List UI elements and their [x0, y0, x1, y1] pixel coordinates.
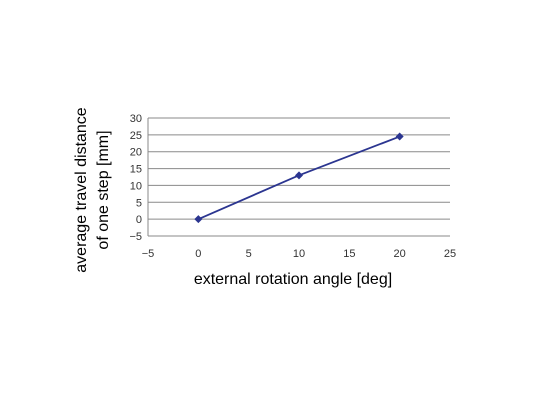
- y-tick-label: 15: [130, 164, 142, 176]
- y-axis-title-line-1: average travel distance: [73, 107, 90, 273]
- series-group: [194, 132, 404, 224]
- x-tick-label: 5: [246, 248, 252, 260]
- x-tick-label: 10: [293, 248, 305, 260]
- y-tick-labels: −5 0 5 10 15 20 25 30: [129, 113, 142, 243]
- y-tick-label: 25: [130, 130, 142, 142]
- x-tick-label: 15: [343, 248, 355, 260]
- x-tick-labels: −5 0 5 10 15 20 25: [142, 248, 456, 260]
- x-tick-label: 0: [195, 248, 201, 260]
- y-tick-label: 20: [130, 147, 142, 159]
- y-tick-label: 5: [136, 197, 142, 209]
- y-tick-label: 30: [130, 113, 142, 125]
- x-tick-label: 25: [444, 248, 456, 260]
- x-tick-label: −5: [142, 248, 155, 260]
- y-axis-title-line-2: of one step [mm]: [95, 130, 112, 249]
- y-tick-label: −5: [129, 231, 142, 243]
- y-tick-label: 0: [136, 214, 142, 226]
- data-point-marker: [295, 171, 303, 180]
- x-tick-label: 20: [394, 248, 406, 260]
- y-tick-label: 10: [130, 180, 142, 192]
- data-point-marker: [395, 132, 404, 141]
- data-point-marker: [194, 215, 203, 224]
- x-axis-title: external rotation angle [deg]: [194, 271, 392, 288]
